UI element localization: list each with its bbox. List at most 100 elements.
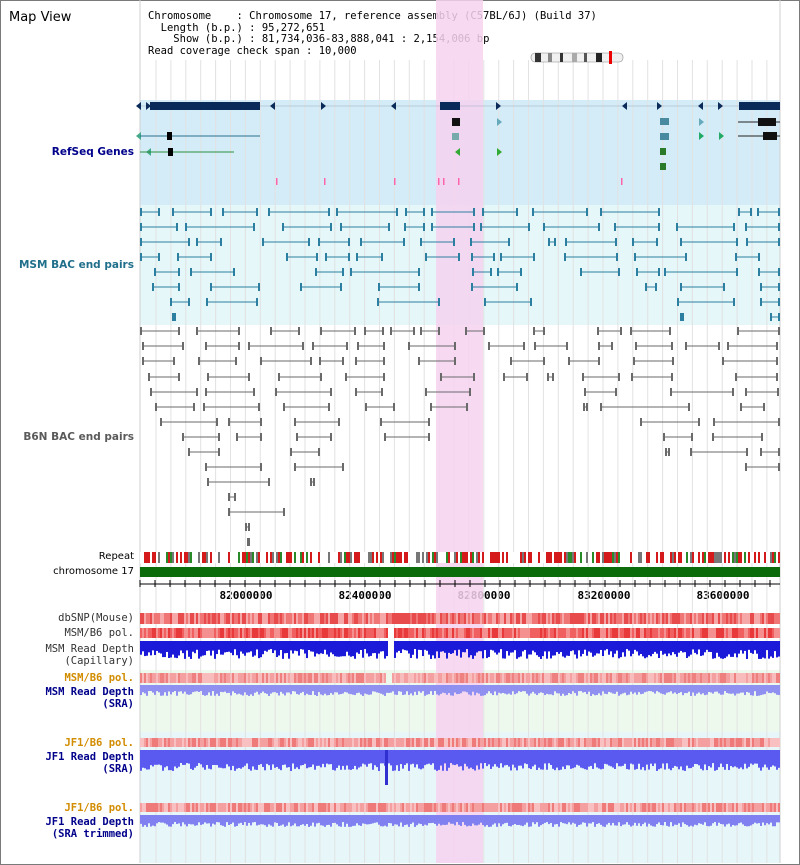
jf1-b6-pol-bin	[522, 738, 524, 747]
msm-depth-cap-bin	[646, 641, 648, 658]
track-label-b6n-bac[interactable]: B6N BAC end pairs	[23, 431, 134, 443]
b6n-bac-end	[384, 433, 386, 441]
jf1-depth-trim-bin	[662, 815, 664, 826]
jf1-b6-pol-bin	[218, 738, 220, 747]
refseq-genes-track[interactable]	[136, 102, 780, 185]
jf1-b6-pol-trim-bin	[452, 803, 454, 812]
jf1-depth-sra-bin	[356, 750, 358, 770]
jf1-depth-trim-bin	[282, 815, 284, 825]
msm-b6-pol-bin	[470, 628, 472, 638]
b6n-bac-track[interactable]	[140, 327, 780, 546]
jf1-b6-pol-bin	[146, 738, 148, 747]
jf1-b6-pol-bin	[706, 738, 708, 747]
jf1-b6-pol-trim-bin	[532, 803, 534, 812]
jf1-b6-pol-trim-bin	[594, 803, 596, 812]
msm-depth-cap-bin	[326, 641, 328, 655]
jf1-b6-pol-trim-bin	[644, 803, 646, 812]
jf1-depth-sra-bin	[452, 750, 454, 765]
gene-block	[660, 163, 666, 170]
msm-b6-pol-sra-bin	[550, 673, 552, 683]
msm-depth-sra-bin	[398, 685, 400, 692]
jf1-depth-trim-bin	[754, 815, 756, 823]
jf1-b6-pol-trim-bin	[576, 803, 578, 812]
msm-bac-end	[350, 268, 352, 276]
jf1-depth-sra-bin	[470, 750, 472, 768]
msm-b6-pol-sra-bin	[534, 673, 536, 683]
ideogram-band	[560, 53, 563, 62]
jf1-depth-trim-bin	[206, 815, 208, 824]
msm-b6-pol-sra-bin	[520, 673, 522, 683]
jf1-depth-sra-bin	[254, 750, 256, 770]
msm-b6-pol-sra-bin	[776, 673, 778, 683]
msm-b6-pol-sra-bin	[164, 673, 166, 683]
msm-depth-sra-bin	[566, 685, 568, 696]
jf1-depth-trim-bin	[558, 815, 560, 827]
jf1-depth-trim-bin	[290, 815, 292, 827]
jf1-b6-pol-bin	[444, 738, 446, 747]
msm-b6-pol-bin	[716, 628, 718, 638]
msm-b6-pol-bin	[190, 628, 192, 638]
repeat-element	[720, 552, 722, 563]
jf1-depth-trim-bin	[140, 815, 142, 824]
jf1-b6-pol-trim-bin	[758, 803, 760, 812]
jf1-b6-pol-bin	[208, 738, 210, 747]
b6n-bac-end	[466, 403, 468, 411]
track-label-refseq[interactable]: RefSeq Genes	[51, 146, 134, 158]
dbsnp-bin	[658, 613, 660, 624]
msm-b6-pol-bin	[626, 628, 628, 638]
msm-depth-sra-bin	[362, 685, 364, 696]
repeat-element	[494, 552, 496, 563]
msm-b6-pol-bin	[550, 628, 552, 638]
msm-b6-pol-sra-bin	[368, 673, 370, 683]
jf1-b6-pol-trim-bin	[514, 803, 516, 812]
chromosome-bar	[139, 567, 780, 587]
msm-b6-pol-bin	[546, 628, 548, 638]
msm-depth-sra-bin	[616, 685, 618, 692]
msm-b6-pol-bin	[156, 628, 158, 638]
msm-depth-sra-bin	[548, 685, 550, 695]
msm-depth-cap-bin	[266, 641, 268, 652]
jf1-b6-pol-trim-bin	[708, 803, 710, 812]
jf1-depth-trim-bin	[770, 815, 772, 823]
jf1-depth-sra-bin	[764, 750, 766, 765]
msm-b6-pol-sra-bin	[634, 673, 636, 683]
chromosome-line: Chromosome : Chromosome 17, reference as…	[148, 10, 597, 22]
jf1-b6-pol-bin	[496, 738, 498, 747]
jf1-depth-sra-bin	[690, 750, 692, 769]
jf1-b6-pol-trim-bin	[248, 803, 250, 812]
jf1-depth-sra-bin	[308, 750, 310, 768]
chromosome-ideogram[interactable]	[530, 51, 624, 64]
msm-depth-cap-bin	[626, 641, 628, 650]
msm-depth-sra-bin	[508, 685, 510, 694]
jf1-depth-sra-bin	[260, 750, 262, 765]
jf1-depth-trim-bin	[722, 815, 724, 825]
dbsnp-bin	[282, 613, 284, 624]
jf1-b6-pol-bin	[730, 738, 732, 747]
msm-b6-pol-sra-bin	[552, 673, 554, 683]
dbsnp-bin	[470, 613, 472, 624]
msm-depth-cap-bin	[548, 641, 550, 652]
jf1-b6-pol-trim-bin	[606, 803, 608, 812]
b6n-bac-end	[777, 388, 779, 396]
track-label-msm-bac[interactable]: MSM BAC end pairs	[18, 259, 134, 271]
jf1-b6-pol-bin	[732, 738, 734, 747]
jf1-depth-sra-bin	[424, 750, 426, 766]
dbsnp-bin	[174, 613, 176, 624]
msm-depth-cap-bin	[280, 641, 282, 651]
jf1-depth-trim-bin	[428, 815, 430, 824]
msm-bac-track[interactable]	[140, 208, 780, 321]
repeat-element	[754, 552, 756, 563]
b6n-bac-end	[178, 327, 180, 335]
msm-depth-cap-bin	[314, 641, 316, 657]
msm-b6-pol-sra-bin	[614, 673, 616, 683]
msm-depth-cap-bin	[164, 641, 166, 658]
dbsnp-bin	[158, 613, 160, 624]
jf1-depth-trim-bin	[164, 815, 166, 824]
msm-b6-pol-sra-bin	[426, 673, 428, 683]
msm-b6-pol-sra-bin	[570, 673, 572, 683]
gene-strand-arrow	[699, 118, 704, 126]
jf1-depth-trim-bin	[356, 815, 358, 824]
msm-depth-cap-bin	[630, 641, 632, 657]
jf1-depth-trim-bin	[758, 815, 760, 824]
